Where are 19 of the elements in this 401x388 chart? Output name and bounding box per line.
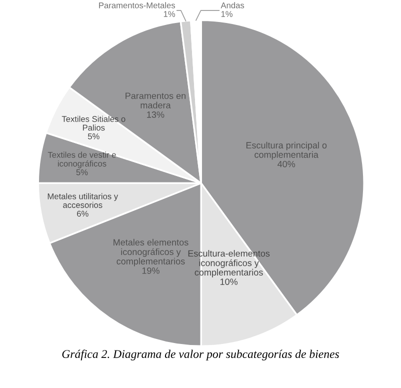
data-label: 1% xyxy=(221,11,232,17)
text: Gráfica 2. Diagrama de valor por subcategorías de bienes xyxy=(62,350,340,360)
data-label: 6% xyxy=(77,210,88,217)
slice-label: Textiles Sitiales o Palios xyxy=(62,116,126,131)
slice-label: Metales elementos iconográficos y complementarios xyxy=(114,238,188,266)
data-label: 5% xyxy=(88,133,100,140)
data-label: 19% xyxy=(142,267,160,274)
slice-label: Escultura-elementos iconográficos y complementarios xyxy=(188,250,270,278)
slice-label: Textiles de vestir e iconográficos xyxy=(48,152,116,168)
slice-label: Andas xyxy=(220,2,244,8)
data-label: 40% xyxy=(278,160,296,168)
slice-label: Paramentos en madera xyxy=(126,92,186,108)
data-label: 13% xyxy=(147,111,164,118)
slice-label: Paramentos-Metales xyxy=(99,2,176,8)
data-label: 5% xyxy=(76,169,88,176)
data-label: 1% xyxy=(164,11,176,17)
data-label: 10% xyxy=(220,278,238,285)
slice-label: Escultura principal o complementaria xyxy=(246,142,327,160)
slice-label: Metales utilitarios y accesorios xyxy=(48,193,118,208)
